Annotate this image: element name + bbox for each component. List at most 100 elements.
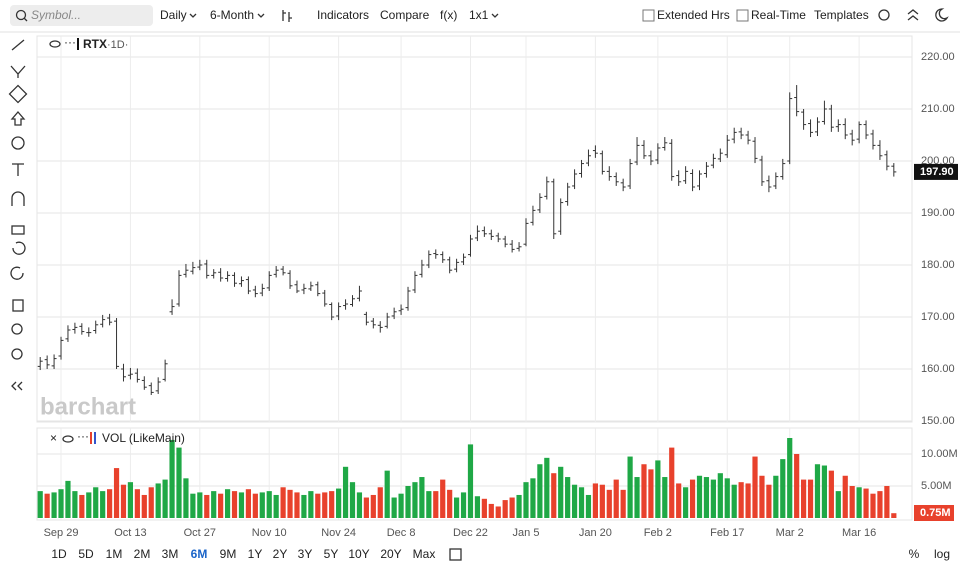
range-button[interactable]: 20Y: [380, 547, 401, 561]
fib-tool[interactable]: [10, 65, 26, 78]
y-tick-label: 180.00: [921, 259, 955, 271]
settings-icon[interactable]: [878, 9, 890, 21]
volume-bar: [162, 479, 168, 518]
volume-bar: [336, 488, 342, 518]
price-pane: [36, 35, 913, 423]
volume-bar: [467, 444, 474, 518]
x-tick-label: Jan 5: [513, 527, 540, 539]
range-button[interactable]: 5D: [78, 547, 94, 561]
volume-bar: [211, 491, 217, 518]
trendline-tool[interactable]: [11, 39, 25, 51]
volume-bar: [891, 513, 897, 518]
measure-tool[interactable]: [12, 163, 24, 176]
search-placeholder[interactable]: Symbol...: [31, 8, 81, 22]
undo-tool[interactable]: [12, 241, 26, 255]
volume-bar: [856, 487, 862, 518]
range-button[interactable]: 3Y: [298, 547, 313, 561]
volume-bar: [592, 483, 598, 518]
toolbar-menu[interactable]: 1x1: [469, 8, 489, 22]
toolbar-menu[interactable]: Indicators: [317, 8, 369, 22]
volume-bar: [405, 486, 411, 518]
range-button[interactable]: 2M: [134, 547, 151, 561]
range-button[interactable]: 1D: [51, 547, 67, 561]
calendar-icon[interactable]: [449, 548, 462, 561]
visibility-icon[interactable]: [62, 435, 74, 443]
volume-bar: [849, 486, 855, 518]
lock-tool[interactable]: [11, 225, 25, 235]
volume-bar: [204, 494, 210, 518]
volume-bar: [391, 497, 397, 518]
checkbox-label[interactable]: Real-Time: [751, 8, 806, 22]
chart-type-icon[interactable]: [282, 10, 292, 22]
templates-button[interactable]: Templates: [814, 8, 869, 22]
volume-bar: [544, 457, 550, 518]
volume-bar: [433, 491, 439, 518]
volume-bar: [877, 491, 883, 518]
toolbar-menu[interactable]: f(x): [440, 8, 457, 22]
collapse-icon[interactable]: [907, 9, 919, 15]
range-button[interactable]: Max: [413, 547, 436, 561]
volume-bar: [613, 479, 619, 518]
scale-option[interactable]: %: [909, 547, 920, 561]
watermark: barchart: [40, 393, 136, 420]
range-button[interactable]: 1M: [106, 547, 123, 561]
search-box[interactable]: [10, 5, 153, 26]
volume-bar: [183, 478, 189, 518]
volume-bar: [107, 489, 113, 518]
collapse-icon[interactable]: [907, 15, 919, 21]
arrow-tool[interactable]: [10, 111, 26, 126]
volume-bar: [481, 498, 487, 518]
close-pane[interactable]: ×: [50, 431, 57, 445]
volume-bar: [342, 466, 349, 518]
scale-option[interactable]: log: [934, 547, 950, 561]
volume-bar: [780, 459, 786, 518]
annotation-tool[interactable]: [11, 136, 25, 150]
volume-bar: [585, 494, 592, 518]
volume-bar: [724, 478, 730, 518]
caret-icon: [189, 13, 197, 18]
menu-dots[interactable]: ···: [64, 35, 76, 49]
x-tick-label: Sep 29: [44, 527, 79, 539]
toolbar-menu[interactable]: Daily: [160, 8, 187, 22]
range-button[interactable]: 2Y: [273, 547, 288, 561]
range-button[interactable]: 9M: [220, 547, 237, 561]
range-button[interactable]: 3M: [162, 547, 179, 561]
volume-bar: [703, 477, 710, 518]
volume-bar: [218, 493, 224, 518]
volume-bar: [759, 475, 765, 518]
range-button[interactable]: 6M: [191, 547, 208, 561]
volume-bar: [190, 493, 196, 518]
zoom-out-tool[interactable]: [11, 348, 23, 360]
menu-dots[interactable]: ···: [77, 429, 89, 443]
x-tick-label: Jan 20: [579, 527, 612, 539]
redo-tool[interactable]: [10, 266, 24, 280]
drawing-toolbar: [8, 39, 28, 391]
collapse-toolbar[interactable]: [11, 381, 23, 391]
volume-bar: [447, 489, 453, 518]
volume-bar: [863, 488, 869, 518]
checkbox-label[interactable]: Extended Hrs: [657, 8, 730, 22]
visibility-icon[interactable]: [49, 40, 61, 48]
delete-tool[interactable]: [12, 299, 24, 312]
zoom-in-tool[interactable]: [11, 323, 23, 335]
volume-bar: [245, 489, 251, 518]
magnet-tool[interactable]: [11, 191, 25, 206]
x-tick-label: Mar 16: [842, 527, 876, 539]
toolbar-menu[interactable]: 6-Month: [210, 8, 254, 22]
range-button[interactable]: 10Y: [348, 547, 369, 561]
x-tick-label: Feb 17: [710, 527, 744, 539]
volume-bar: [530, 478, 536, 518]
volume-bar: [787, 438, 793, 518]
shape-tool[interactable]: [8, 84, 28, 104]
theme-icon[interactable]: [935, 8, 949, 22]
range-button[interactable]: 1Y: [248, 547, 263, 561]
checkbox[interactable]: [736, 9, 749, 22]
volume-bar: [51, 492, 57, 518]
volume-bar: [100, 491, 106, 518]
toolbar-menu[interactable]: Compare: [380, 8, 430, 22]
checkbox[interactable]: [642, 9, 655, 22]
volume-bar: [578, 487, 585, 518]
range-button[interactable]: 5Y: [324, 547, 339, 561]
